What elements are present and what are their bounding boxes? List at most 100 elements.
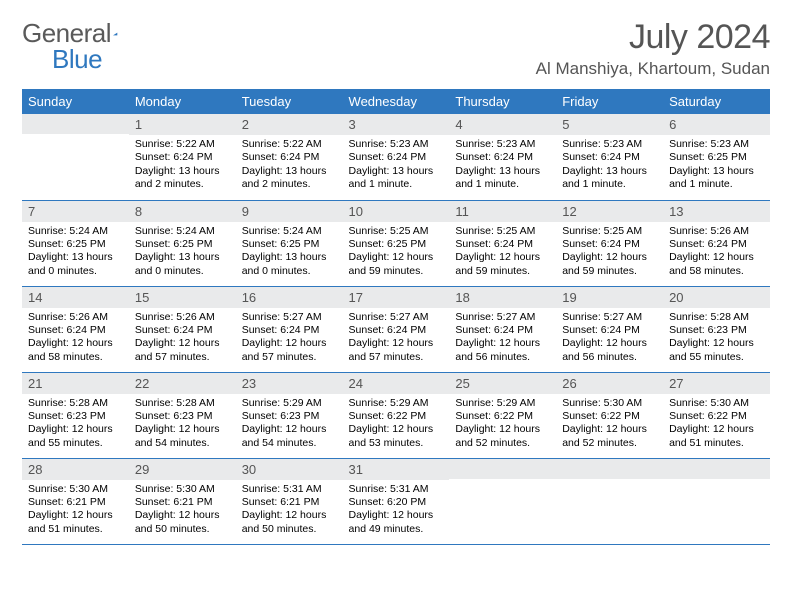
sunrise-text: Sunrise: 5:27 AM — [562, 311, 657, 324]
sunrise-text: Sunrise: 5:27 AM — [455, 311, 550, 324]
calendar-day-cell — [22, 114, 129, 200]
sunrise-text: Sunrise: 5:24 AM — [135, 225, 230, 238]
calendar-day-cell: 8Sunrise: 5:24 AMSunset: 6:25 PMDaylight… — [129, 200, 236, 286]
day-info: Sunrise: 5:22 AMSunset: 6:24 PMDaylight:… — [236, 135, 343, 196]
calendar-week: 28Sunrise: 5:30 AMSunset: 6:21 PMDayligh… — [22, 458, 770, 544]
calendar-week: 21Sunrise: 5:28 AMSunset: 6:23 PMDayligh… — [22, 372, 770, 458]
sunset-text: Sunset: 6:25 PM — [669, 151, 764, 164]
daylight-text: Daylight: 12 hours and 54 minutes. — [135, 423, 230, 450]
daylight-text: Daylight: 12 hours and 49 minutes. — [349, 509, 444, 536]
day-info: Sunrise: 5:27 AMSunset: 6:24 PMDaylight:… — [556, 308, 663, 369]
day-info: Sunrise: 5:24 AMSunset: 6:25 PMDaylight:… — [129, 222, 236, 283]
day-number: 18 — [449, 287, 556, 308]
day-info: Sunrise: 5:30 AMSunset: 6:21 PMDaylight:… — [129, 480, 236, 541]
weekday-header: Monday — [129, 89, 236, 114]
calendar-week: 7Sunrise: 5:24 AMSunset: 6:25 PMDaylight… — [22, 200, 770, 286]
sunrise-text: Sunrise: 5:30 AM — [28, 483, 123, 496]
day-number: 27 — [663, 373, 770, 394]
day-info: Sunrise: 5:29 AMSunset: 6:23 PMDaylight:… — [236, 394, 343, 455]
day-number — [449, 459, 556, 479]
location: Al Manshiya, Khartoum, Sudan — [536, 59, 770, 79]
day-info: Sunrise: 5:28 AMSunset: 6:23 PMDaylight:… — [22, 394, 129, 455]
daylight-text: Daylight: 12 hours and 56 minutes. — [562, 337, 657, 364]
sunrise-text: Sunrise: 5:23 AM — [349, 138, 444, 151]
sunrise-text: Sunrise: 5:26 AM — [28, 311, 123, 324]
sunset-text: Sunset: 6:24 PM — [242, 151, 337, 164]
sunset-text: Sunset: 6:25 PM — [28, 238, 123, 251]
sunset-text: Sunset: 6:24 PM — [455, 238, 550, 251]
sunset-text: Sunset: 6:24 PM — [28, 324, 123, 337]
calendar-day-cell: 22Sunrise: 5:28 AMSunset: 6:23 PMDayligh… — [129, 372, 236, 458]
calendar-day-cell: 26Sunrise: 5:30 AMSunset: 6:22 PMDayligh… — [556, 372, 663, 458]
calendar-day-cell: 24Sunrise: 5:29 AMSunset: 6:22 PMDayligh… — [343, 372, 450, 458]
calendar-day-cell: 21Sunrise: 5:28 AMSunset: 6:23 PMDayligh… — [22, 372, 129, 458]
calendar-day-cell: 31Sunrise: 5:31 AMSunset: 6:20 PMDayligh… — [343, 458, 450, 544]
brand-word2: Blue — [52, 44, 102, 75]
daylight-text: Daylight: 13 hours and 2 minutes. — [242, 165, 337, 192]
day-info: Sunrise: 5:25 AMSunset: 6:25 PMDaylight:… — [343, 222, 450, 283]
day-number: 20 — [663, 287, 770, 308]
sunrise-text: Sunrise: 5:22 AM — [242, 138, 337, 151]
sunset-text: Sunset: 6:25 PM — [349, 238, 444, 251]
daylight-text: Daylight: 13 hours and 1 minute. — [669, 165, 764, 192]
calendar-day-cell: 5Sunrise: 5:23 AMSunset: 6:24 PMDaylight… — [556, 114, 663, 200]
day-number: 1 — [129, 114, 236, 135]
day-number: 2 — [236, 114, 343, 135]
sunrise-text: Sunrise: 5:25 AM — [562, 225, 657, 238]
calendar-week: 1Sunrise: 5:22 AMSunset: 6:24 PMDaylight… — [22, 114, 770, 200]
day-number: 28 — [22, 459, 129, 480]
day-number: 15 — [129, 287, 236, 308]
sunrise-text: Sunrise: 5:27 AM — [349, 311, 444, 324]
daylight-text: Daylight: 12 hours and 57 minutes. — [242, 337, 337, 364]
day-number: 31 — [343, 459, 450, 480]
day-info: Sunrise: 5:31 AMSunset: 6:21 PMDaylight:… — [236, 480, 343, 541]
day-number: 22 — [129, 373, 236, 394]
day-number: 5 — [556, 114, 663, 135]
daylight-text: Daylight: 12 hours and 59 minutes. — [562, 251, 657, 278]
calendar-day-cell: 3Sunrise: 5:23 AMSunset: 6:24 PMDaylight… — [343, 114, 450, 200]
daylight-text: Daylight: 13 hours and 1 minute. — [455, 165, 550, 192]
day-info: Sunrise: 5:26 AMSunset: 6:24 PMDaylight:… — [129, 308, 236, 369]
sunset-text: Sunset: 6:21 PM — [135, 496, 230, 509]
sunrise-text: Sunrise: 5:22 AM — [135, 138, 230, 151]
day-info: Sunrise: 5:23 AMSunset: 6:24 PMDaylight:… — [556, 135, 663, 196]
day-number: 29 — [129, 459, 236, 480]
daylight-text: Daylight: 12 hours and 59 minutes. — [455, 251, 550, 278]
sunrise-text: Sunrise: 5:27 AM — [242, 311, 337, 324]
sunset-text: Sunset: 6:20 PM — [349, 496, 444, 509]
sunrise-text: Sunrise: 5:29 AM — [242, 397, 337, 410]
daylight-text: Daylight: 13 hours and 2 minutes. — [135, 165, 230, 192]
day-number: 16 — [236, 287, 343, 308]
day-info: Sunrise: 5:30 AMSunset: 6:22 PMDaylight:… — [663, 394, 770, 455]
sunrise-text: Sunrise: 5:28 AM — [135, 397, 230, 410]
day-info: Sunrise: 5:23 AMSunset: 6:24 PMDaylight:… — [343, 135, 450, 196]
sunset-text: Sunset: 6:24 PM — [455, 324, 550, 337]
day-number: 12 — [556, 201, 663, 222]
day-number: 6 — [663, 114, 770, 135]
daylight-text: Daylight: 12 hours and 55 minutes. — [28, 423, 123, 450]
daylight-text: Daylight: 13 hours and 0 minutes. — [28, 251, 123, 278]
calendar-day-cell: 11Sunrise: 5:25 AMSunset: 6:24 PMDayligh… — [449, 200, 556, 286]
sunrise-text: Sunrise: 5:28 AM — [669, 311, 764, 324]
daylight-text: Daylight: 13 hours and 1 minute. — [349, 165, 444, 192]
sunrise-text: Sunrise: 5:29 AM — [349, 397, 444, 410]
sunrise-text: Sunrise: 5:31 AM — [242, 483, 337, 496]
sunset-text: Sunset: 6:24 PM — [135, 324, 230, 337]
day-info: Sunrise: 5:24 AMSunset: 6:25 PMDaylight:… — [236, 222, 343, 283]
calendar-day-cell: 27Sunrise: 5:30 AMSunset: 6:22 PMDayligh… — [663, 372, 770, 458]
header: General July 2024 Al Manshiya, Khartoum,… — [22, 18, 770, 79]
sunrise-text: Sunrise: 5:28 AM — [28, 397, 123, 410]
calendar-day-cell: 2Sunrise: 5:22 AMSunset: 6:24 PMDaylight… — [236, 114, 343, 200]
daylight-text: Daylight: 12 hours and 54 minutes. — [242, 423, 337, 450]
day-info: Sunrise: 5:28 AMSunset: 6:23 PMDaylight:… — [663, 308, 770, 369]
calendar-day-cell: 1Sunrise: 5:22 AMSunset: 6:24 PMDaylight… — [129, 114, 236, 200]
day-number — [22, 114, 129, 134]
sunset-text: Sunset: 6:23 PM — [242, 410, 337, 423]
day-number: 4 — [449, 114, 556, 135]
day-info: Sunrise: 5:30 AMSunset: 6:21 PMDaylight:… — [22, 480, 129, 541]
weekday-header: Sunday — [22, 89, 129, 114]
calendar-day-cell: 18Sunrise: 5:27 AMSunset: 6:24 PMDayligh… — [449, 286, 556, 372]
sunset-text: Sunset: 6:24 PM — [562, 324, 657, 337]
day-info: Sunrise: 5:22 AMSunset: 6:24 PMDaylight:… — [129, 135, 236, 196]
sunset-text: Sunset: 6:24 PM — [562, 238, 657, 251]
